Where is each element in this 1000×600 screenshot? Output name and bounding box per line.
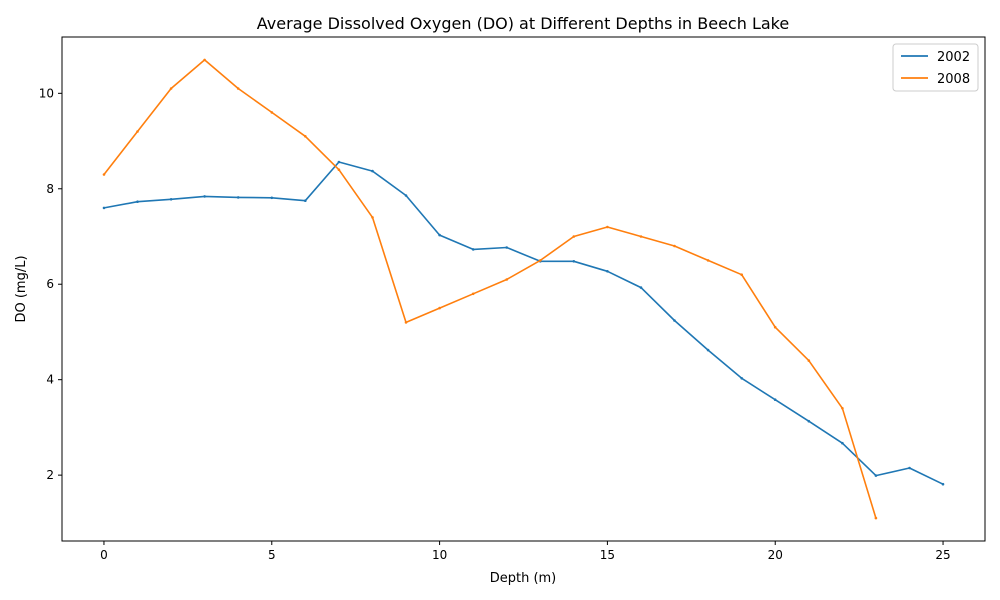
data-point-2002 bbox=[203, 195, 206, 198]
data-point-2008 bbox=[673, 244, 676, 248]
data-point-2002 bbox=[102, 206, 106, 210]
data-point-2002 bbox=[304, 199, 307, 202]
y-tick-label: 4 bbox=[46, 373, 54, 387]
data-point-2008 bbox=[371, 216, 374, 219]
data-point-2002 bbox=[236, 196, 240, 199]
data-point-2008 bbox=[606, 225, 609, 229]
y-tick-label: 8 bbox=[46, 182, 54, 196]
data-point-2002 bbox=[572, 260, 576, 263]
data-point-2008 bbox=[740, 273, 743, 277]
data-point-2002 bbox=[740, 377, 743, 380]
data-point-2008 bbox=[337, 168, 341, 171]
data-point-2008 bbox=[304, 135, 307, 138]
x-tick-label: 5 bbox=[268, 548, 276, 562]
x-tick-label: 10 bbox=[432, 548, 447, 562]
x-tick-label: 0 bbox=[100, 548, 108, 562]
data-point-2002 bbox=[505, 246, 509, 249]
data-point-2008 bbox=[841, 407, 844, 410]
data-point-2008 bbox=[404, 321, 408, 324]
data-point-2002 bbox=[807, 419, 811, 423]
data-point-2008 bbox=[706, 259, 710, 262]
data-point-2002 bbox=[438, 233, 441, 237]
data-point-2002 bbox=[673, 319, 676, 322]
y-axis-label: DO (mg/L) bbox=[14, 255, 29, 322]
data-point-2008 bbox=[102, 173, 106, 176]
data-point-2002 bbox=[136, 200, 139, 203]
series-line-2008 bbox=[103, 59, 877, 519]
data-point-2002 bbox=[471, 248, 475, 251]
plot-frame bbox=[61, 36, 986, 542]
legend-label-2002: 2002 bbox=[937, 50, 970, 65]
data-point-2002 bbox=[606, 270, 609, 273]
data-point-2008 bbox=[807, 359, 811, 362]
data-point-2008 bbox=[539, 259, 542, 262]
data-point-2002 bbox=[773, 398, 777, 402]
data-point-2008 bbox=[236, 87, 240, 90]
data-point-2008 bbox=[505, 278, 509, 281]
data-point-2002 bbox=[371, 169, 374, 173]
data-point-2008 bbox=[136, 130, 139, 133]
y-tick-label: 2 bbox=[46, 468, 54, 482]
y-tick-label: 10 bbox=[39, 86, 54, 100]
data-point-2002 bbox=[169, 198, 173, 201]
x-tick-label: 25 bbox=[935, 548, 950, 562]
legend: 2002 2008 bbox=[892, 43, 979, 92]
chart-title: Average Dissolved Oxygen (DO) at Differe… bbox=[257, 14, 789, 33]
plot-area bbox=[102, 58, 945, 520]
data-point-2008 bbox=[639, 235, 643, 238]
x-axis: 0 5 10 15 20 25 bbox=[100, 541, 951, 562]
data-point-2008 bbox=[773, 325, 777, 329]
data-point-2008 bbox=[572, 235, 576, 238]
data-point-2008 bbox=[203, 58, 206, 62]
data-point-2002 bbox=[874, 474, 878, 477]
data-point-2002 bbox=[270, 196, 274, 200]
y-tick-label: 6 bbox=[46, 277, 54, 291]
data-point-2002 bbox=[908, 466, 911, 470]
x-axis-label: Depth (m) bbox=[490, 571, 557, 586]
x-tick-label: 20 bbox=[768, 548, 783, 562]
data-point-2002 bbox=[639, 286, 643, 289]
data-point-2008 bbox=[874, 516, 878, 520]
legend-label-2008: 2008 bbox=[937, 72, 970, 87]
data-point-2002 bbox=[706, 348, 710, 352]
data-point-2002 bbox=[941, 482, 945, 486]
data-point-2008 bbox=[169, 87, 173, 90]
data-point-2008 bbox=[471, 292, 475, 296]
data-point-2008 bbox=[270, 111, 274, 114]
data-point-2002 bbox=[337, 160, 341, 164]
y-axis: 2 4 6 8 10 bbox=[39, 86, 62, 482]
data-point-2008 bbox=[438, 306, 441, 310]
series-line-2002 bbox=[103, 161, 944, 485]
data-point-2002 bbox=[404, 194, 408, 197]
x-tick-label: 15 bbox=[600, 548, 615, 562]
data-point-2002 bbox=[841, 441, 844, 445]
